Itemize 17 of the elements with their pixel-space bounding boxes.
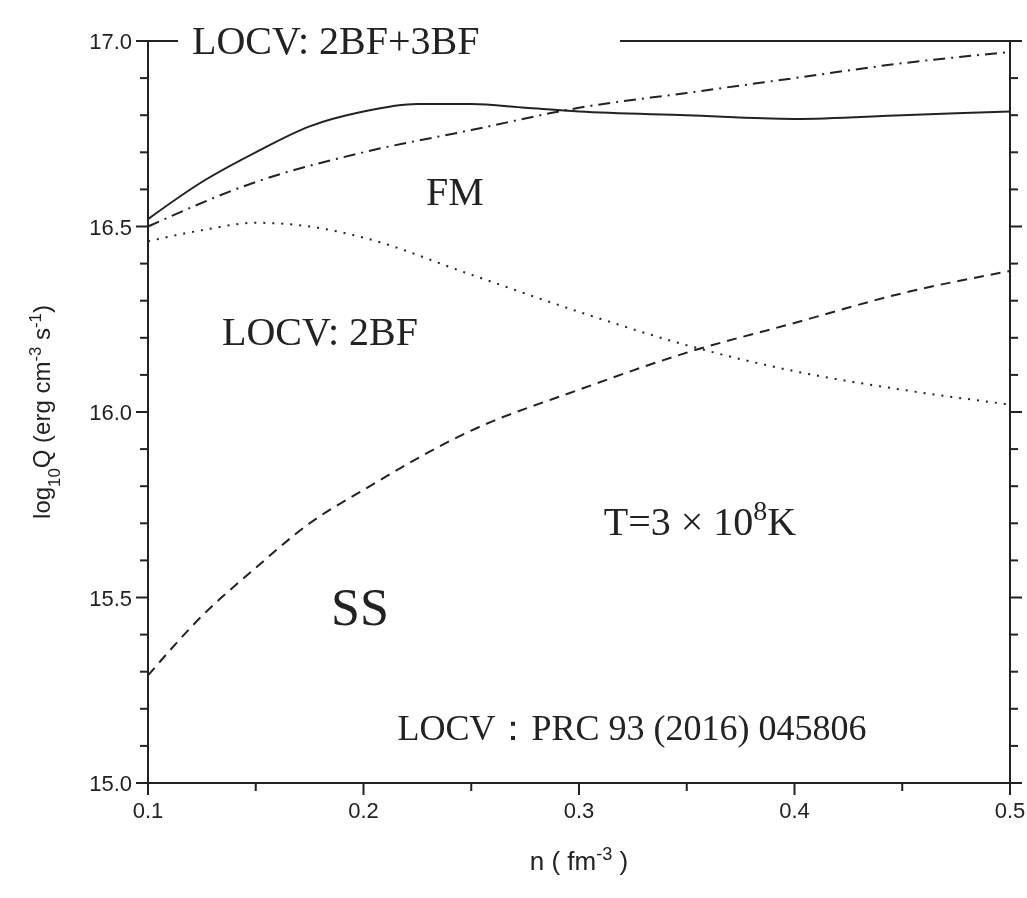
x-tick-label: 0.4 — [779, 798, 810, 823]
x-tick-label: 0.5 — [994, 798, 1026, 823]
x-tick-label: 0.2 — [348, 798, 379, 823]
x-axis-title: n ( fm$^{-3}$ ) — [529, 844, 629, 876]
y-tick-label: 17.0 — [89, 29, 132, 54]
y-tick-label: 16.0 — [89, 400, 132, 425]
y-tick-label: 15.0 — [89, 771, 132, 796]
y-tick-label: 16.5 — [89, 214, 132, 240]
annotation: T=3 × 10$^{8}$K — [603, 494, 797, 544]
y-tick-label: 15.5 — [89, 585, 132, 611]
x-tick-label: 0.3 — [563, 798, 595, 823]
x-tick-label: 0.1 — [132, 798, 164, 823]
series-label: SS — [331, 579, 389, 636]
series-label: FM — [426, 169, 484, 214]
annotation: LOCV：PRC 93 (2016) 045806 — [397, 708, 867, 748]
legend-label: LOCV: 2BF+3BF — [192, 18, 480, 63]
series-label: LOCV: 2BF — [222, 309, 418, 354]
